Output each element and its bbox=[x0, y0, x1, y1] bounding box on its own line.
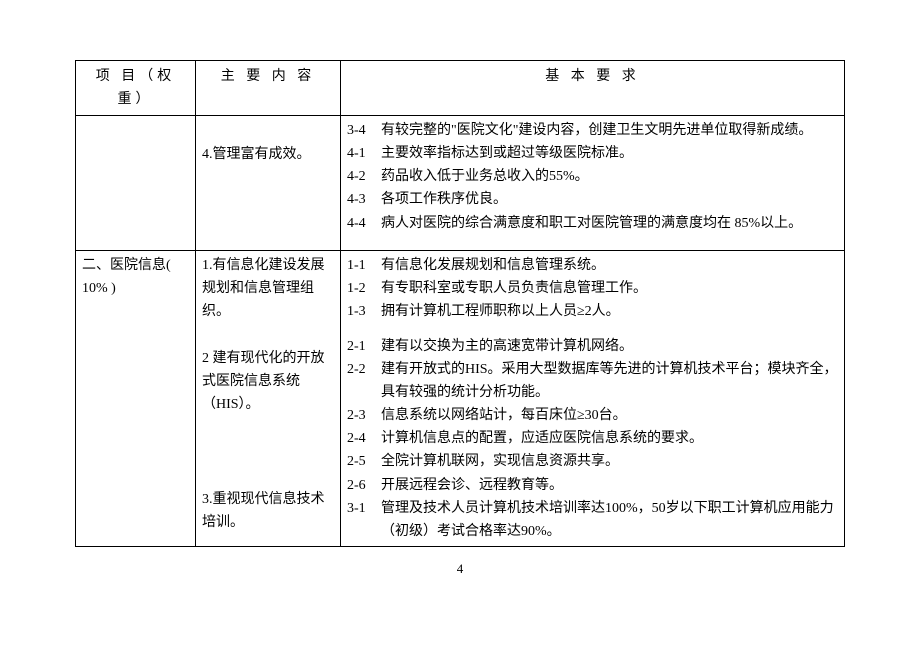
req-number: 1-1 bbox=[347, 254, 381, 277]
project-text: 二、医院信息( 10% ) bbox=[82, 258, 171, 296]
header-requirements: 基 本 要 求 bbox=[341, 61, 845, 116]
req-text: 开展远程会诊、远程教育等。 bbox=[381, 474, 838, 497]
content-text: 2 建有现代化的开放式医院信息系统（HIS）。 bbox=[202, 347, 334, 416]
req-number: 2-6 bbox=[347, 474, 381, 497]
req-text: 拥有计算机工程师职称以上人员≥2人。 bbox=[381, 300, 838, 323]
requirement-item: 3-4 有较完整的"医院文化"建设内容，创建卫生文明先进单位取得新成绩。 bbox=[347, 119, 838, 142]
req-number: 2-1 bbox=[347, 335, 381, 358]
requirements-cell: 1-1 有信息化发展规划和信息管理系统。 1-2 有专职科室或专职人员负责信息管… bbox=[341, 250, 845, 546]
req-number: 3-4 bbox=[347, 119, 381, 142]
requirement-item: 2-1 建有以交换为主的高速宽带计算机网络。 bbox=[347, 335, 838, 358]
project-cell: 二、医院信息( 10% ) bbox=[76, 250, 196, 546]
header-content: 主 要 内 容 bbox=[196, 61, 341, 116]
req-number: 1-3 bbox=[347, 300, 381, 323]
req-number: 2-4 bbox=[347, 427, 381, 450]
requirement-item: 4-4 病人对医院的综合满意度和职工对医院管理的满意度均在 85%以上。 bbox=[347, 212, 838, 235]
req-number: 1-2 bbox=[347, 277, 381, 300]
requirement-item: 2-4 计算机信息点的配置，应适应医院信息系统的要求。 bbox=[347, 427, 838, 450]
page-number: 4 bbox=[75, 561, 845, 577]
content-cell: 4.管理富有成效。 bbox=[196, 116, 341, 250]
req-text: 计算机信息点的配置，应适应医院信息系统的要求。 bbox=[381, 427, 838, 450]
req-text: 有较完整的"医院文化"建设内容，创建卫生文明先进单位取得新成绩。 bbox=[381, 119, 838, 142]
requirement-item: 1-2 有专职科室或专职人员负责信息管理工作。 bbox=[347, 277, 838, 300]
req-number: 4-3 bbox=[347, 188, 381, 211]
req-number: 2-3 bbox=[347, 404, 381, 427]
req-text: 主要效率指标达到或超过等级医院标准。 bbox=[381, 142, 838, 165]
requirement-item: 4-3 各项工作秩序优良。 bbox=[347, 188, 838, 211]
requirement-item: 4-1 主要效率指标达到或超过等级医院标准。 bbox=[347, 142, 838, 165]
req-number: 4-1 bbox=[347, 142, 381, 165]
req-number: 4-2 bbox=[347, 165, 381, 188]
content-text: 3.重视现代信息技术培训。 bbox=[202, 488, 334, 534]
req-number: 2-5 bbox=[347, 450, 381, 473]
req-text: 建有以交换为主的高速宽带计算机网络。 bbox=[381, 335, 838, 358]
evaluation-table: 项 目（权重） 主 要 内 容 基 本 要 求 4.管理富有成效。 3-4 有较… bbox=[75, 60, 845, 547]
req-text: 药品收入低于业务总收入的55%。 bbox=[381, 165, 838, 188]
content-text: 4.管理富有成效。 bbox=[202, 147, 311, 162]
requirement-item: 2-6 开展远程会诊、远程教育等。 bbox=[347, 474, 838, 497]
requirement-item: 2-5 全院计算机联网，实现信息资源共享。 bbox=[347, 450, 838, 473]
req-text: 管理及技术人员计算机技术培训率达100%，50岁以下职工计算机应用能力（初级）考… bbox=[381, 497, 838, 543]
req-number: 4-4 bbox=[347, 212, 381, 235]
project-cell bbox=[76, 116, 196, 250]
requirements-cell: 3-4 有较完整的"医院文化"建设内容，创建卫生文明先进单位取得新成绩。 4-1… bbox=[341, 116, 845, 250]
requirement-item: 2-2 建有开放式的HIS。采用大型数据库等先进的计算机技术平台；模块齐全，具有… bbox=[347, 358, 838, 404]
req-text: 有信息化发展规划和信息管理系统。 bbox=[381, 254, 838, 277]
req-number: 2-2 bbox=[347, 358, 381, 381]
req-text: 有专职科室或专职人员负责信息管理工作。 bbox=[381, 277, 838, 300]
req-text: 病人对医院的综合满意度和职工对医院管理的满意度均在 85%以上。 bbox=[381, 212, 838, 235]
req-text: 建有开放式的HIS。采用大型数据库等先进的计算机技术平台；模块齐全，具有较强的统… bbox=[381, 358, 838, 404]
table-row: 4.管理富有成效。 3-4 有较完整的"医院文化"建设内容，创建卫生文明先进单位… bbox=[76, 116, 845, 250]
requirement-item: 3-1 管理及技术人员计算机技术培训率达100%，50岁以下职工计算机应用能力（… bbox=[347, 497, 838, 543]
content-text: 1.有信息化建设发展规划和信息管理组织。 bbox=[202, 254, 334, 323]
req-text: 信息系统以网络站计，每百床位≥30台。 bbox=[381, 404, 838, 427]
requirement-item: 1-3 拥有计算机工程师职称以上人员≥2人。 bbox=[347, 300, 838, 323]
header-project: 项 目（权重） bbox=[76, 61, 196, 116]
requirement-item: 2-3 信息系统以网络站计，每百床位≥30台。 bbox=[347, 404, 838, 427]
content-cell: 1.有信息化建设发展规划和信息管理组织。 2 建有现代化的开放式医院信息系统（H… bbox=[196, 250, 341, 546]
table-header-row: 项 目（权重） 主 要 内 容 基 本 要 求 bbox=[76, 61, 845, 116]
req-text: 各项工作秩序优良。 bbox=[381, 188, 838, 211]
req-number: 3-1 bbox=[347, 497, 381, 520]
req-text: 全院计算机联网，实现信息资源共享。 bbox=[381, 450, 838, 473]
table-row: 二、医院信息( 10% ) 1.有信息化建设发展规划和信息管理组织。 2 建有现… bbox=[76, 250, 845, 546]
requirement-item: 1-1 有信息化发展规划和信息管理系统。 bbox=[347, 254, 838, 277]
requirement-item: 4-2 药品收入低于业务总收入的55%。 bbox=[347, 165, 838, 188]
